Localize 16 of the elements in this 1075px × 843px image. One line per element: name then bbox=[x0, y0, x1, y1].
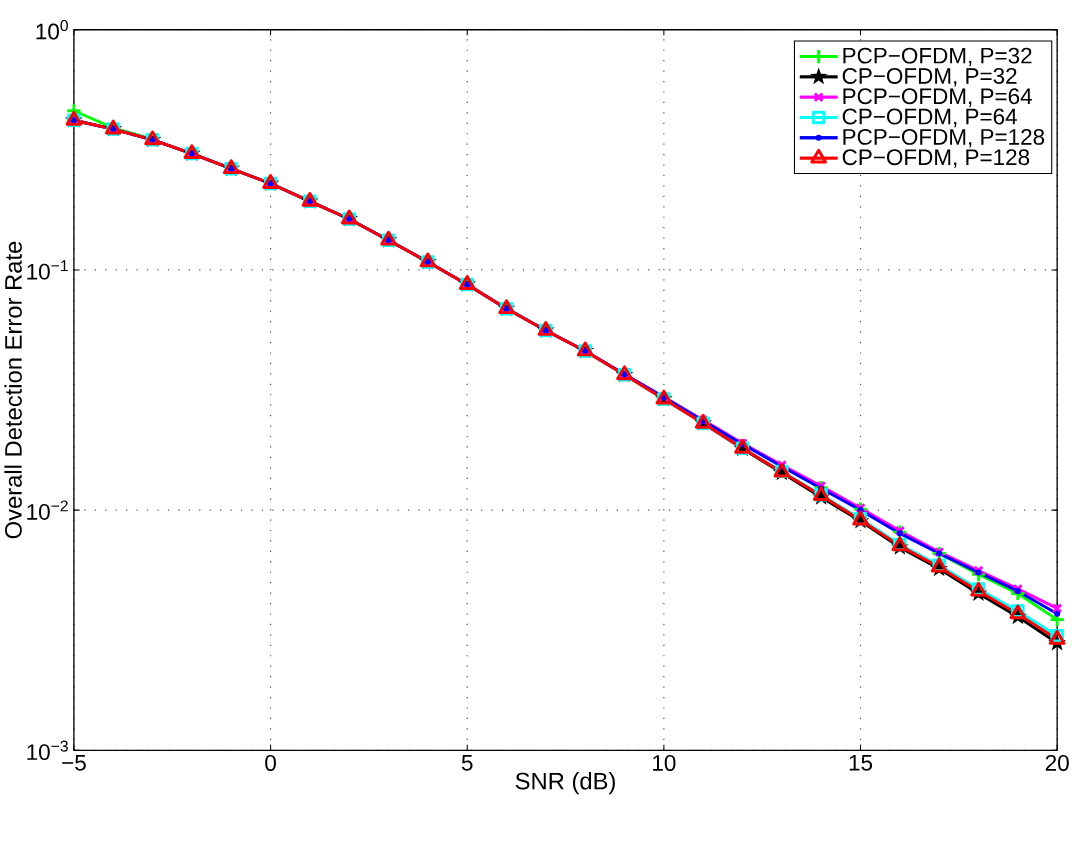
legend-label: CP−OFDM, P=128 bbox=[842, 149, 1030, 169]
x-tick-label: 10 bbox=[653, 755, 676, 772]
x-tick-label: 0 bbox=[265, 755, 276, 772]
x-tick-label: 20 bbox=[1045, 755, 1069, 772]
y-tick-label: 10$^{−2}$ bbox=[27, 500, 68, 521]
x-axis-title: SNR (dB) bbox=[515, 772, 615, 795]
x-tick-label: 5 bbox=[461, 755, 473, 771]
y-tick-label: 10$^{−1}$ bbox=[27, 260, 68, 280]
legend-label: PCP−OFDM, P=32 bbox=[843, 47, 1032, 67]
y-axis-title: Overall Detection Error Rate bbox=[4, 242, 22, 539]
legend-label: CP−OFDM, P=64 bbox=[842, 108, 1017, 128]
legend-label: PCP−OFDM, P=64 bbox=[843, 88, 1032, 108]
y-tick-label: 10$^{0}$ bbox=[36, 20, 68, 40]
legend-label: PCP−OFDM, P=128 bbox=[843, 129, 1045, 148]
legend-label: CP−OFDM, P=32 bbox=[842, 68, 1017, 87]
x-tick-label: 15 bbox=[849, 755, 873, 771]
